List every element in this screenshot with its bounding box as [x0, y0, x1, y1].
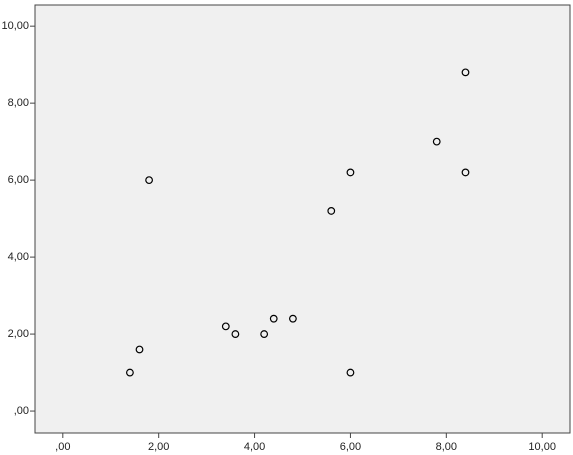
- point: [346, 168, 355, 177]
- point: [461, 168, 470, 177]
- x-tick-label: ,00: [55, 441, 70, 453]
- point: [145, 176, 153, 185]
- point: [221, 322, 230, 331]
- point: [126, 368, 134, 377]
- y-tick-label: 8,00: [8, 97, 29, 109]
- x-tick-label: 4,00: [244, 441, 265, 453]
- point: [289, 314, 297, 323]
- x-tick-label: 2,00: [148, 441, 169, 453]
- point: [432, 137, 441, 146]
- point: [346, 368, 355, 377]
- point: [135, 345, 144, 354]
- point: [269, 314, 278, 323]
- x-tick-label: 8,00: [436, 441, 457, 453]
- y-tick-label: 2,00: [8, 328, 29, 340]
- y-tick-label: ,00: [14, 405, 29, 417]
- plot-area: [34, 4, 571, 434]
- point: [327, 207, 336, 215]
- x-tick-label: 6,00: [340, 441, 361, 453]
- x-tick-label: 10,00: [528, 441, 556, 453]
- point: [260, 330, 269, 338]
- y-tick-label: 4,00: [8, 251, 29, 263]
- point: [231, 330, 240, 338]
- y-tick-label: 10,00: [1, 20, 29, 32]
- y-tick-label: 6,00: [8, 174, 29, 186]
- point: [461, 68, 470, 77]
